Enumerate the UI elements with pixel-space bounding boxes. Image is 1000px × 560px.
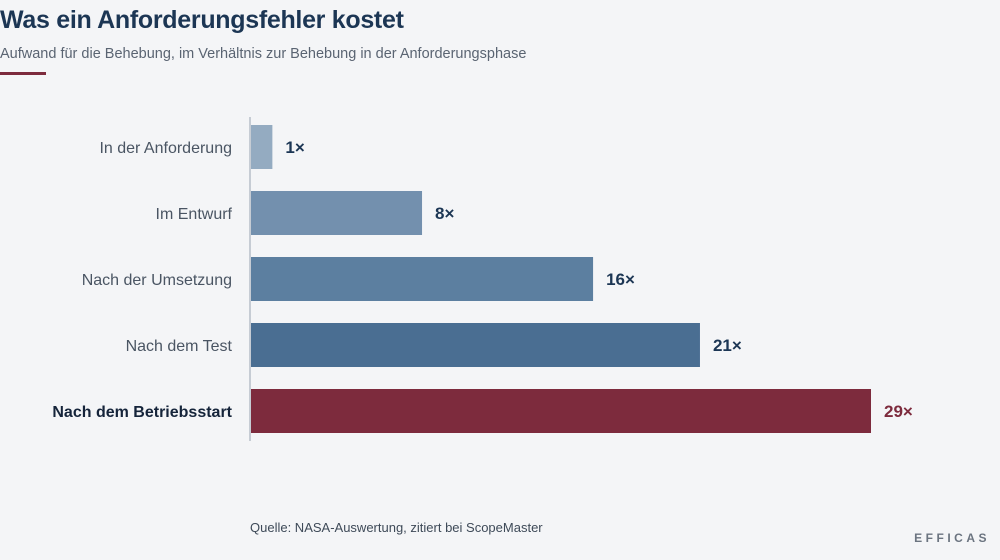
source-note: Quelle: NASA-Auswertung, zitiert bei Sco… bbox=[250, 520, 543, 535]
brand-logo: EFFICAS bbox=[914, 531, 990, 545]
chart-subtitle: Aufwand für die Behebung, im Verhältnis … bbox=[0, 46, 527, 62]
value-label-3: 21× bbox=[713, 336, 742, 355]
category-label-3: Nach dem Test bbox=[126, 338, 233, 355]
category-label-1: Im Entwurf bbox=[156, 206, 233, 223]
category-label-2: Nach der Umsetzung bbox=[82, 272, 232, 289]
category-label-4: Nach dem Betriebsstart bbox=[52, 404, 232, 421]
accent-rule bbox=[0, 72, 46, 75]
value-label-0: 1× bbox=[285, 138, 304, 157]
category-label-0: In der Anforderung bbox=[99, 140, 232, 157]
bar-0 bbox=[251, 125, 273, 169]
bar-chart: In der Anforderung 1× Im Entwurf 8× Nach der… bbox=[52, 117, 913, 441]
value-label-4: 29× bbox=[884, 402, 913, 421]
bar-3 bbox=[251, 323, 700, 367]
bar-4 bbox=[251, 389, 871, 433]
bar-1 bbox=[251, 191, 423, 235]
bar-2 bbox=[251, 257, 594, 301]
chart-title: Was ein Anforderungsfehler kostet bbox=[0, 6, 404, 34]
value-label-1: 8× bbox=[435, 204, 454, 223]
value-label-2: 16× bbox=[606, 270, 635, 289]
